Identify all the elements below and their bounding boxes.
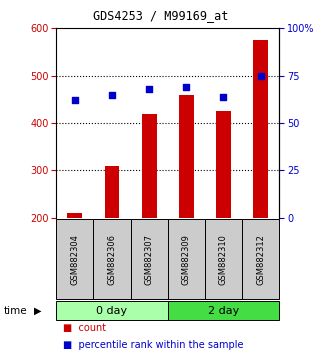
Text: GDS4253 / M99169_at: GDS4253 / M99169_at [93,9,228,22]
Text: GSM882310: GSM882310 [219,234,228,285]
Bar [93,219,131,299]
Text: 0 day: 0 day [96,306,127,316]
Bar [205,219,242,299]
Text: ■  percentile rank within the sample: ■ percentile rank within the sample [63,341,243,350]
Bar [142,114,157,218]
Bar [131,219,168,299]
Text: ■  count: ■ count [63,324,106,333]
Text: GSM882304: GSM882304 [70,234,79,285]
Bar [253,40,268,218]
Text: ▶: ▶ [34,306,41,316]
Bar [168,301,279,320]
Point [258,73,263,79]
Bar [56,301,168,320]
Bar [67,213,82,218]
Bar [56,219,93,299]
Point [147,86,152,92]
Bar [242,219,279,299]
Point [221,94,226,99]
Bar [179,95,194,218]
Point [109,92,115,97]
Text: GSM882309: GSM882309 [182,234,191,285]
Text: GSM882312: GSM882312 [256,234,265,285]
Text: GSM882306: GSM882306 [108,234,117,285]
Bar [105,166,119,218]
Point [184,84,189,90]
Text: 2 day: 2 day [208,306,239,316]
Text: time: time [3,306,27,316]
Text: GSM882307: GSM882307 [145,234,154,285]
Bar [168,219,205,299]
Bar [216,111,231,218]
Point [72,97,77,103]
